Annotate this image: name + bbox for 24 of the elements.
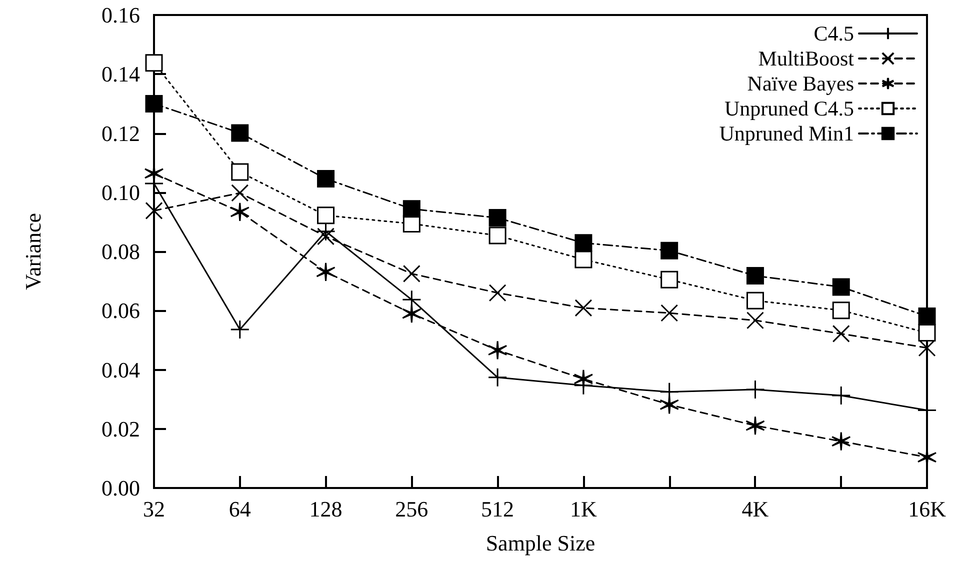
y-tick-label: 0.16 [102, 2, 140, 28]
x-tick-label: 128 [309, 496, 342, 522]
y-tick-label: 0.04 [102, 357, 140, 382]
y-tick-label: 0.02 [102, 416, 140, 442]
y-tick-label: 0.12 [102, 120, 140, 146]
y-tick-label: 0.10 [102, 180, 140, 205]
y-tick-label: 0.06 [102, 298, 140, 324]
x-tick-label: 1K [570, 496, 597, 522]
legend-label: Unpruned C4.5 [724, 96, 854, 120]
y-tick-label: 0.00 [102, 476, 140, 500]
legend-label: C4.5 [814, 22, 854, 46]
y-tick-label: 0.14 [102, 62, 140, 87]
y-tick-label: 0.08 [102, 239, 140, 264]
x-tick-label: 16K [908, 496, 946, 522]
y-axis-title: Variance [20, 213, 46, 290]
x-tick-label: 32 [143, 496, 165, 522]
legend-label: Unpruned Min1 [719, 122, 854, 146]
x-tick-label: 256 [395, 496, 428, 522]
x-axis-title: Sample Size [486, 530, 596, 556]
x-tick-label: 4K [742, 496, 769, 522]
x-tick-label: 512 [481, 496, 514, 522]
x-tick-label: 64 [228, 496, 251, 522]
legend-label: MultiBoost [758, 46, 854, 70]
legend-label: Naïve Bayes [747, 72, 854, 96]
